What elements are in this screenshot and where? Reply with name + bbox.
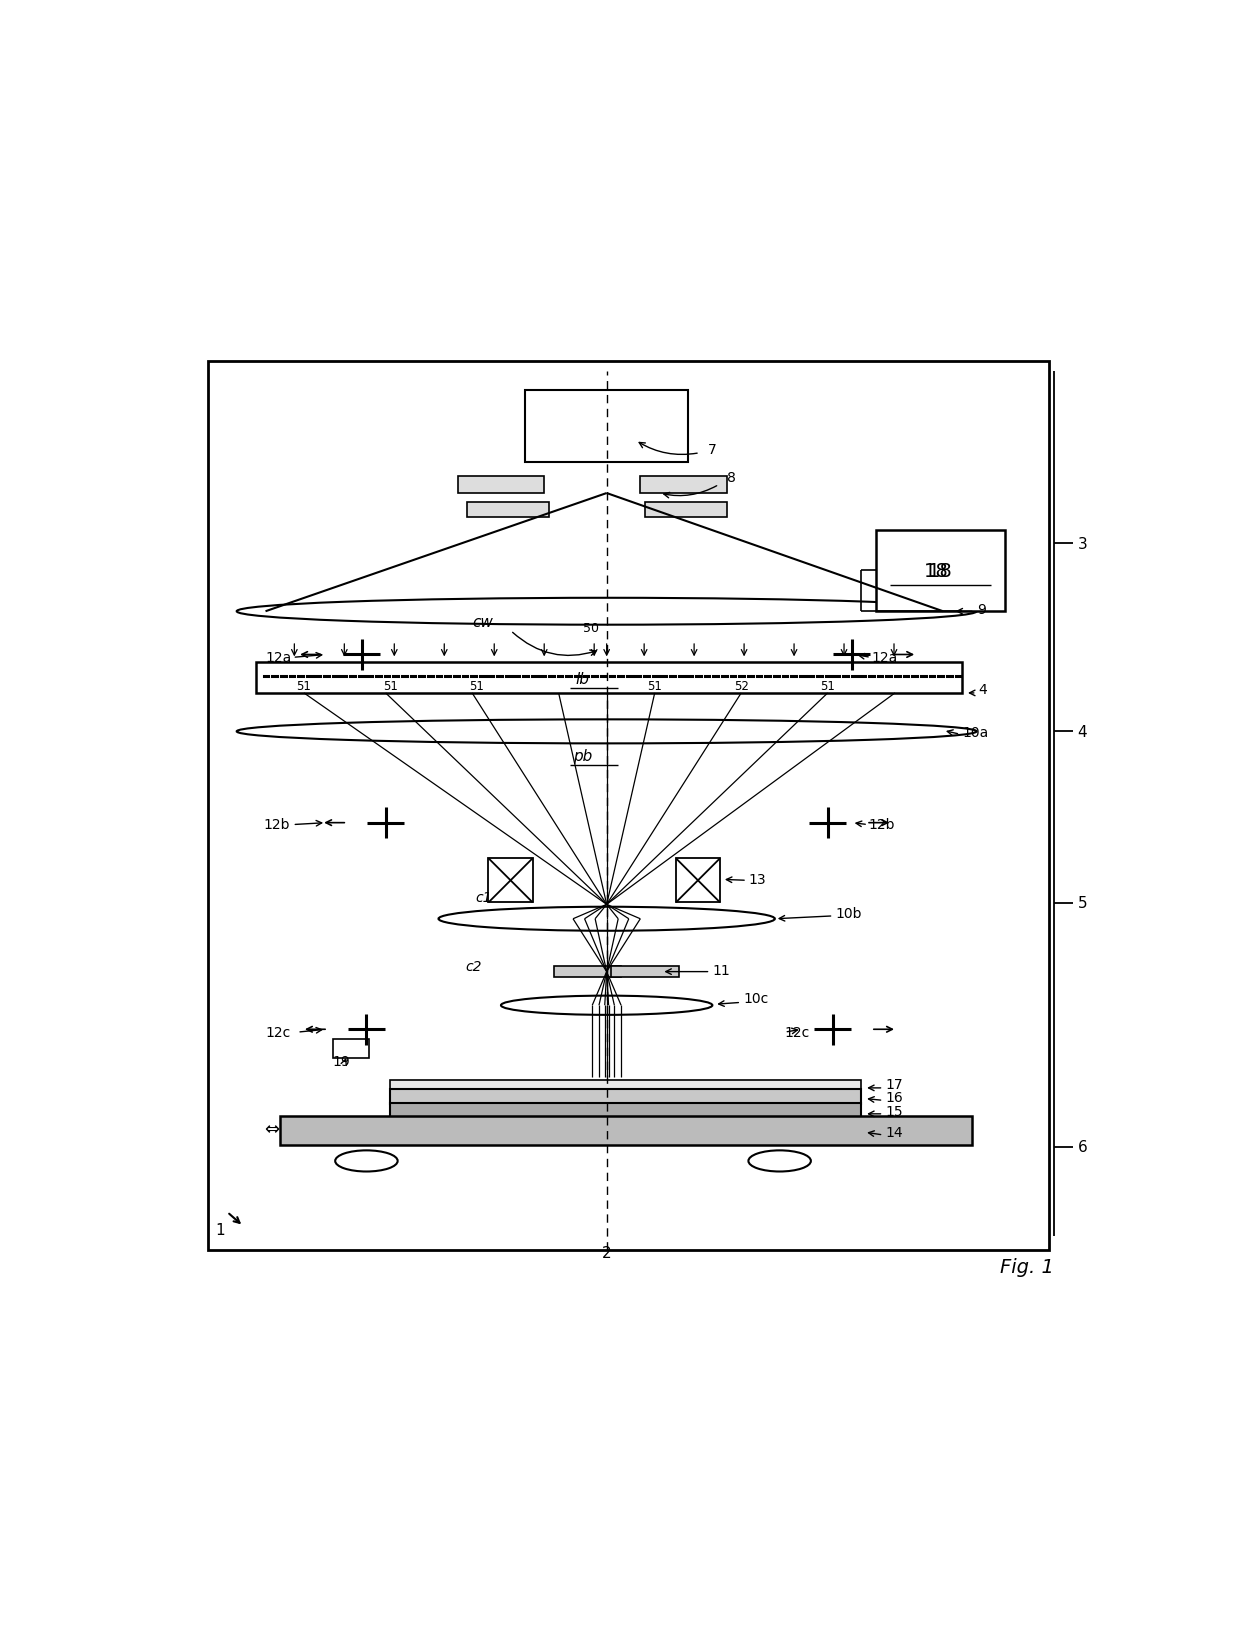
Text: 1: 1 (216, 1222, 226, 1237)
Text: 4: 4 (978, 683, 987, 696)
Text: 2: 2 (601, 1245, 611, 1260)
Bar (280, 1117, 972, 1144)
Bar (332, 1040, 370, 1058)
Bar (458, 476, 544, 494)
Bar (391, 1104, 862, 1118)
Text: 11: 11 (712, 963, 730, 976)
Text: 5: 5 (1078, 897, 1087, 911)
Text: c1: c1 (475, 892, 491, 905)
Text: cw: cw (472, 615, 494, 629)
Bar (554, 967, 621, 978)
Bar (208, 362, 1049, 1250)
Bar (525, 391, 688, 463)
Text: 12a: 12a (265, 650, 291, 665)
Text: 12b: 12b (264, 818, 290, 831)
Bar (255, 663, 962, 693)
Bar (489, 859, 533, 903)
Text: 12a: 12a (870, 650, 898, 665)
Text: 14: 14 (885, 1125, 903, 1139)
Bar (645, 502, 727, 518)
Ellipse shape (335, 1151, 398, 1172)
Text: Fig. 1: Fig. 1 (999, 1258, 1054, 1276)
Text: 7: 7 (708, 442, 717, 456)
Bar (875, 530, 1006, 611)
Text: 10a: 10a (962, 725, 988, 740)
Text: 3: 3 (1078, 536, 1087, 551)
Text: 8: 8 (727, 469, 735, 484)
Text: 52: 52 (734, 680, 749, 693)
Text: 51: 51 (821, 680, 835, 693)
Ellipse shape (501, 996, 713, 1015)
Text: 6: 6 (1078, 1139, 1087, 1154)
Text: 18: 18 (924, 562, 949, 580)
Bar (611, 967, 678, 978)
Text: 12b: 12b (868, 818, 894, 831)
Text: 51: 51 (383, 680, 398, 693)
Text: $\Leftrightarrow$: $\Leftrightarrow$ (260, 1118, 280, 1136)
Bar (391, 1081, 862, 1092)
Text: 17: 17 (885, 1077, 903, 1090)
Text: pb: pb (573, 748, 593, 764)
Text: 10b: 10b (836, 906, 862, 921)
Bar (391, 1089, 862, 1105)
Text: 12c: 12c (785, 1025, 810, 1040)
Text: 19: 19 (332, 1055, 351, 1068)
Ellipse shape (237, 598, 977, 626)
Ellipse shape (237, 720, 977, 743)
Text: 51: 51 (296, 680, 311, 693)
Bar (640, 476, 727, 494)
Bar (676, 859, 720, 903)
Ellipse shape (749, 1151, 811, 1172)
Text: 51: 51 (470, 680, 485, 693)
Ellipse shape (439, 908, 775, 931)
Text: 15: 15 (885, 1104, 903, 1118)
Text: 16: 16 (885, 1090, 903, 1105)
Text: 12c: 12c (265, 1025, 290, 1040)
Text: 10c: 10c (743, 991, 769, 1006)
Text: 51: 51 (647, 680, 662, 693)
Text: 9: 9 (977, 603, 986, 616)
Text: 13: 13 (749, 872, 766, 887)
Text: c2: c2 (465, 958, 482, 973)
Text: 4: 4 (1078, 724, 1087, 740)
Text: 50: 50 (583, 623, 599, 636)
Bar (467, 502, 549, 518)
Text: 18: 18 (929, 562, 954, 580)
Text: lb: lb (575, 672, 589, 686)
